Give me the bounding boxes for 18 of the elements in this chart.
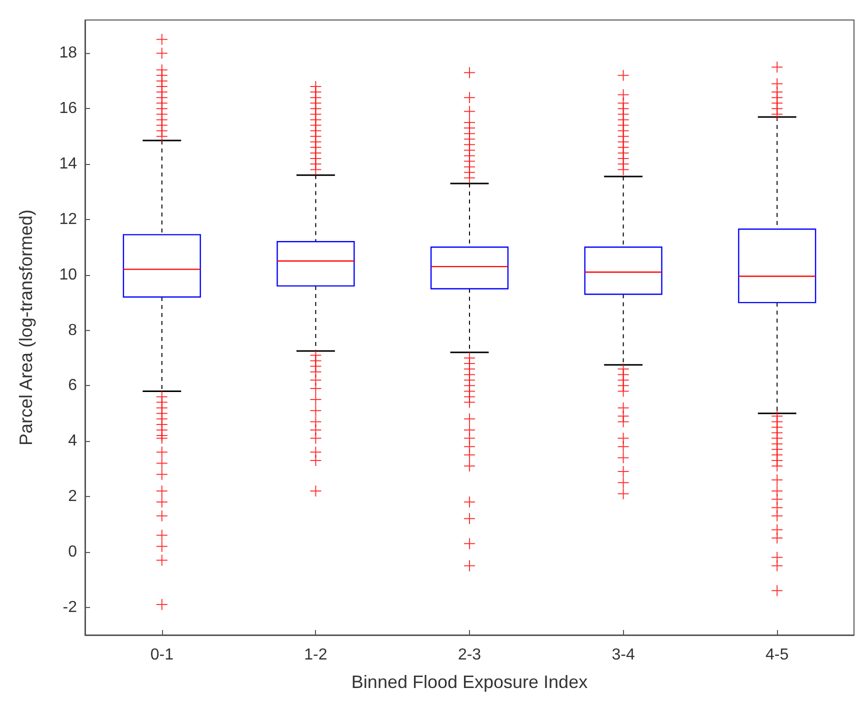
y-tick-label: 14 — [59, 156, 78, 173]
x-tick-label: 2-3 — [458, 646, 482, 664]
y-tick-label: 10 — [59, 266, 78, 284]
y-tick-label: 8 — [68, 322, 78, 339]
x-tick-label: 1-2 — [304, 646, 328, 664]
y-tick-label: 0 — [68, 543, 78, 560]
y-tick-label: 6 — [68, 377, 78, 394]
y-tick-label: 2 — [68, 488, 78, 505]
y-tick-label: 18 — [59, 44, 78, 62]
x-axis-title: Binned Flood Exposure Index — [351, 672, 588, 692]
x-tick-label: 4-5 — [766, 646, 789, 664]
y-axis-title: Parcel Area (log-transformed) — [16, 209, 36, 446]
y-tick-label: 16 — [59, 100, 78, 118]
y-tick-label: 12 — [59, 210, 78, 228]
x-tick-label: 0-1 — [150, 646, 174, 664]
x-tick-label: 3-4 — [612, 646, 635, 664]
y-tick-label: 4 — [68, 432, 78, 450]
y-tick-label: -2 — [62, 598, 78, 616]
